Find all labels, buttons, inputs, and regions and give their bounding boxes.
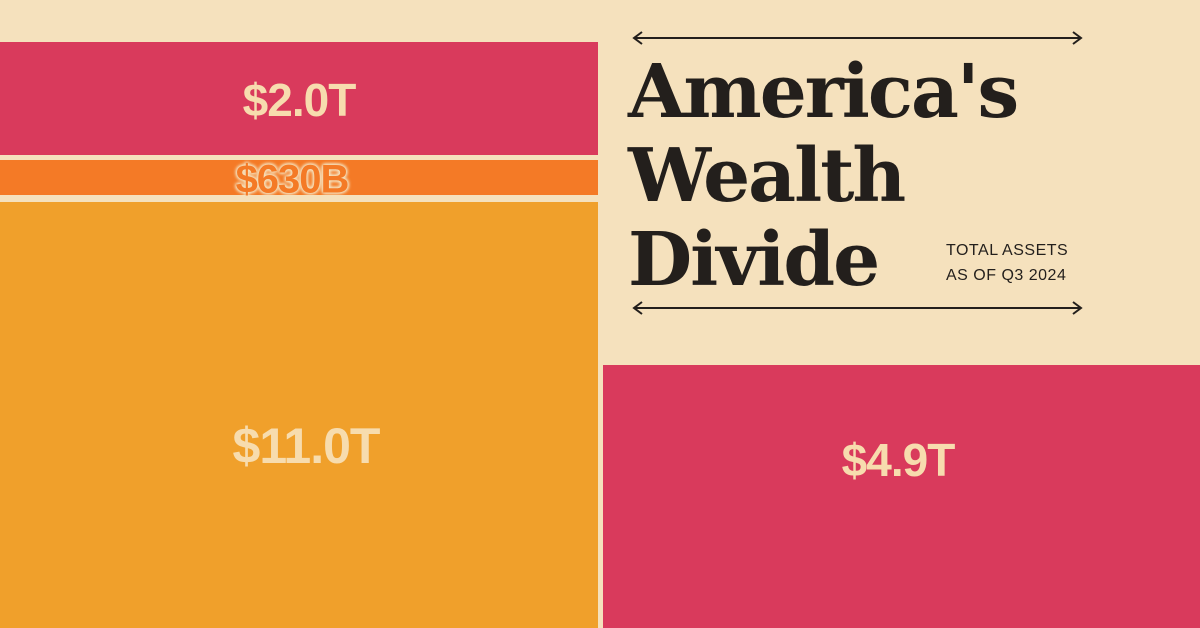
value-label: $11.0T [232,418,381,474]
chart-subtitle: TOTAL ASSETS AS OF Q3 2024 [946,242,1069,284]
value-label: $4.9T [841,434,956,486]
treemap-block [603,365,1200,628]
treemap-block [0,202,598,628]
chart-title: America's Wealth Divide [628,49,1019,303]
value-label: $630B [235,157,350,202]
treemap-block [0,42,598,155]
treemap-block [0,160,598,195]
value-label: $2.0T [242,74,357,126]
arrow-rules [632,31,1083,315]
